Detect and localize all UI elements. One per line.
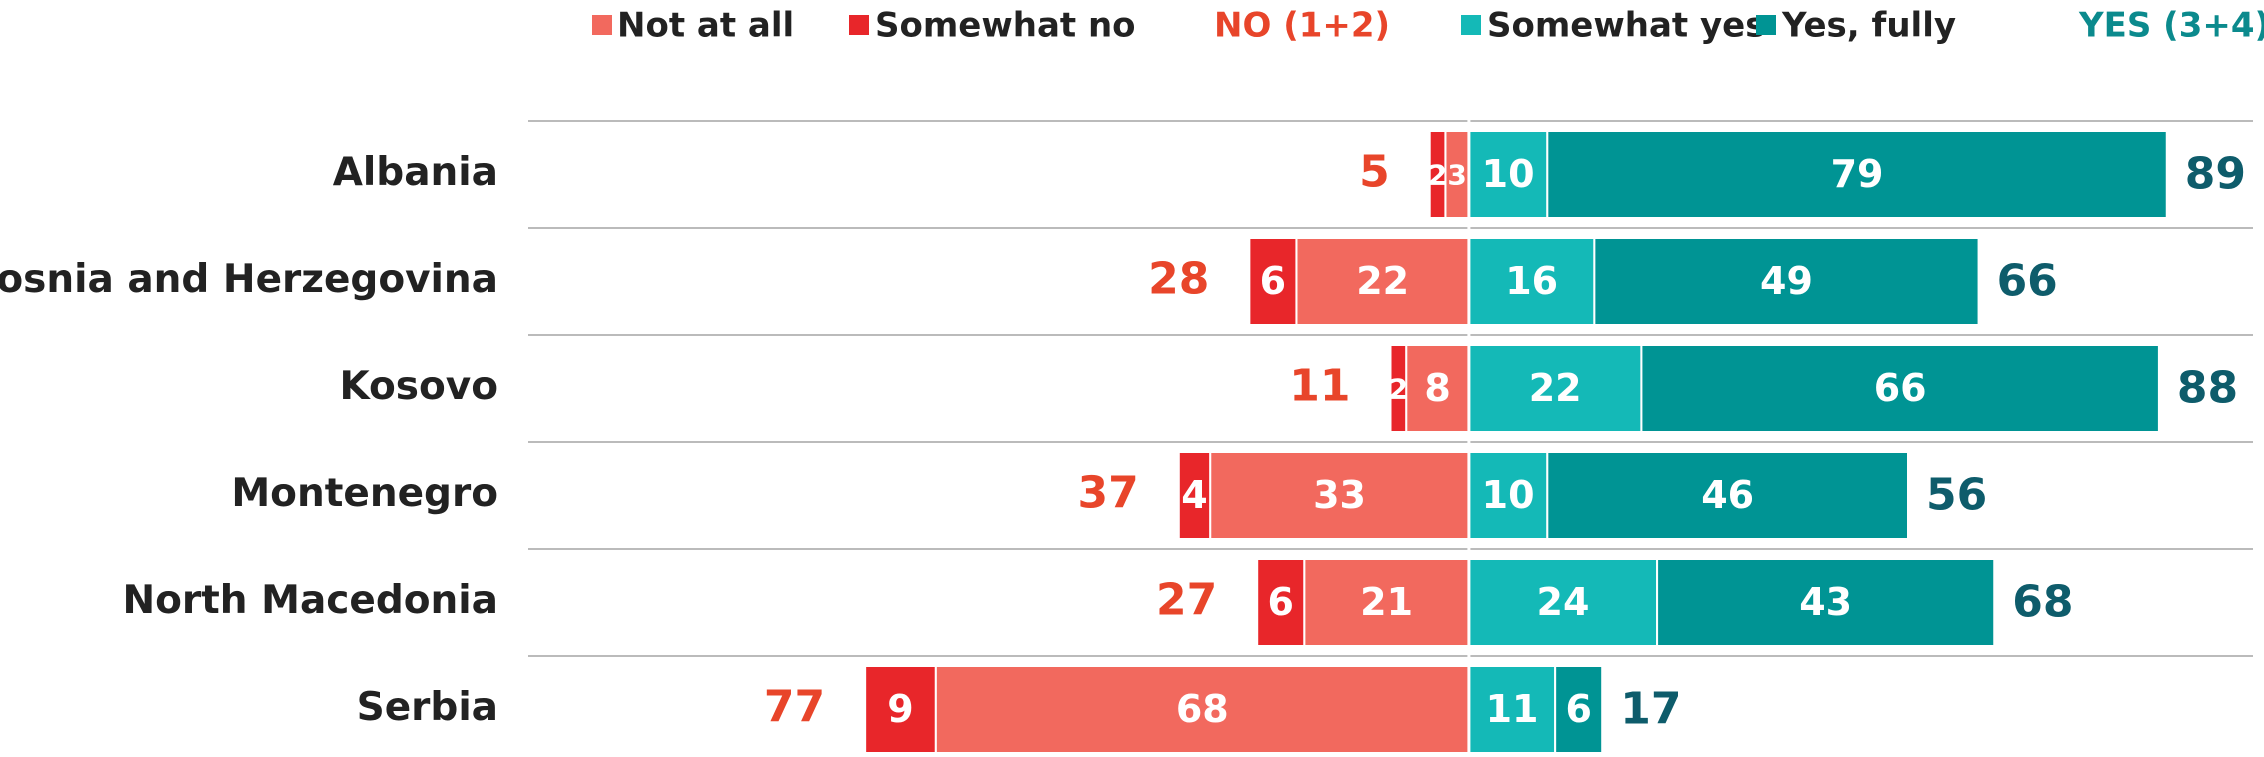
bar-value-label: 21 bbox=[1360, 580, 1413, 624]
bar-segment bbox=[1248, 237, 1298, 326]
bar-value-label: 6 bbox=[1260, 259, 1286, 303]
total-label: 27 bbox=[1156, 575, 1217, 626]
total-label: 77 bbox=[764, 682, 825, 733]
bar-value-label: 66 bbox=[1874, 366, 1927, 410]
bar-value-label: 24 bbox=[1537, 580, 1590, 624]
bar-value-label: 68 bbox=[1176, 687, 1229, 731]
bar-segment bbox=[1546, 130, 2168, 219]
legend-label: Not at all bbox=[617, 6, 794, 46]
bar-value-label: 10 bbox=[1482, 473, 1535, 517]
total-label: 17 bbox=[1620, 684, 1681, 735]
legend-label: Somewhat yes bbox=[1487, 6, 1765, 46]
total-label: 28 bbox=[1148, 254, 1209, 305]
bar-value-label: 22 bbox=[1356, 259, 1409, 303]
bar-segment bbox=[1656, 558, 1996, 647]
bar-value-label: 2 bbox=[1389, 373, 1408, 406]
bar-value-label: 10 bbox=[1482, 152, 1535, 196]
category-label: Bosnia and Herzegovina bbox=[0, 257, 498, 302]
bar-value-label: 2 bbox=[1428, 159, 1447, 192]
bar-value-label: 3 bbox=[1447, 159, 1466, 192]
legend-swatch bbox=[1461, 15, 1481, 35]
category-label: Albania bbox=[333, 150, 498, 195]
category-label: Kosovo bbox=[339, 364, 498, 409]
bar-value-label: 6 bbox=[1565, 687, 1591, 731]
total-label: 88 bbox=[2177, 363, 2238, 414]
legend-label: NO (1+2) bbox=[1214, 6, 1390, 46]
total-label: 5 bbox=[1359, 147, 1390, 198]
total-label: 11 bbox=[1289, 361, 1350, 412]
total-label: 68 bbox=[2012, 577, 2073, 628]
category-label: North Macedonia bbox=[122, 578, 498, 623]
bar-value-label: 9 bbox=[887, 687, 913, 731]
bar-segment bbox=[1405, 344, 1470, 433]
bar-value-label: 4 bbox=[1181, 473, 1207, 517]
legend-label: YES (3+4) bbox=[2078, 6, 2264, 46]
bar-segment bbox=[1428, 130, 1447, 219]
bar-segment bbox=[1640, 344, 2160, 433]
bar-value-label: 8 bbox=[1424, 366, 1450, 410]
category-label: Serbia bbox=[357, 685, 498, 730]
bar-value-label: 79 bbox=[1831, 152, 1884, 196]
category-label: Montenegro bbox=[231, 471, 498, 516]
legend-label: Yes, fully bbox=[1781, 6, 1956, 46]
legend-label: Somewhat no bbox=[875, 6, 1136, 46]
bar-value-label: 6 bbox=[1268, 580, 1294, 624]
bar-value-label: 16 bbox=[1505, 259, 1558, 303]
legend-swatch bbox=[849, 15, 869, 35]
bar-segment bbox=[1554, 665, 1604, 754]
bar-segment bbox=[1593, 237, 1980, 326]
bar-value-label: 49 bbox=[1760, 259, 1813, 303]
bar-value-label: 43 bbox=[1799, 580, 1852, 624]
bar-value-label: 22 bbox=[1529, 366, 1582, 410]
bar-segment bbox=[1303, 558, 1470, 647]
bar-segment bbox=[1256, 558, 1306, 647]
total-label: 37 bbox=[1078, 468, 1139, 519]
bar-segment bbox=[1467, 558, 1659, 647]
bar-segment bbox=[1389, 344, 1408, 433]
bar-segment bbox=[1177, 451, 1212, 540]
total-label: 89 bbox=[2185, 149, 2246, 200]
bar-segment bbox=[864, 665, 937, 754]
total-label: 66 bbox=[1997, 256, 2058, 307]
legend-swatch bbox=[1756, 15, 1776, 35]
bar-segment bbox=[1546, 451, 1910, 540]
bar-segment bbox=[1209, 451, 1470, 540]
total-label: 56 bbox=[1926, 470, 1987, 521]
legend-swatch bbox=[592, 15, 612, 35]
bar-value-label: 33 bbox=[1313, 473, 1366, 517]
bar-value-label: 11 bbox=[1486, 687, 1539, 731]
bar-value-label: 46 bbox=[1701, 473, 1754, 517]
